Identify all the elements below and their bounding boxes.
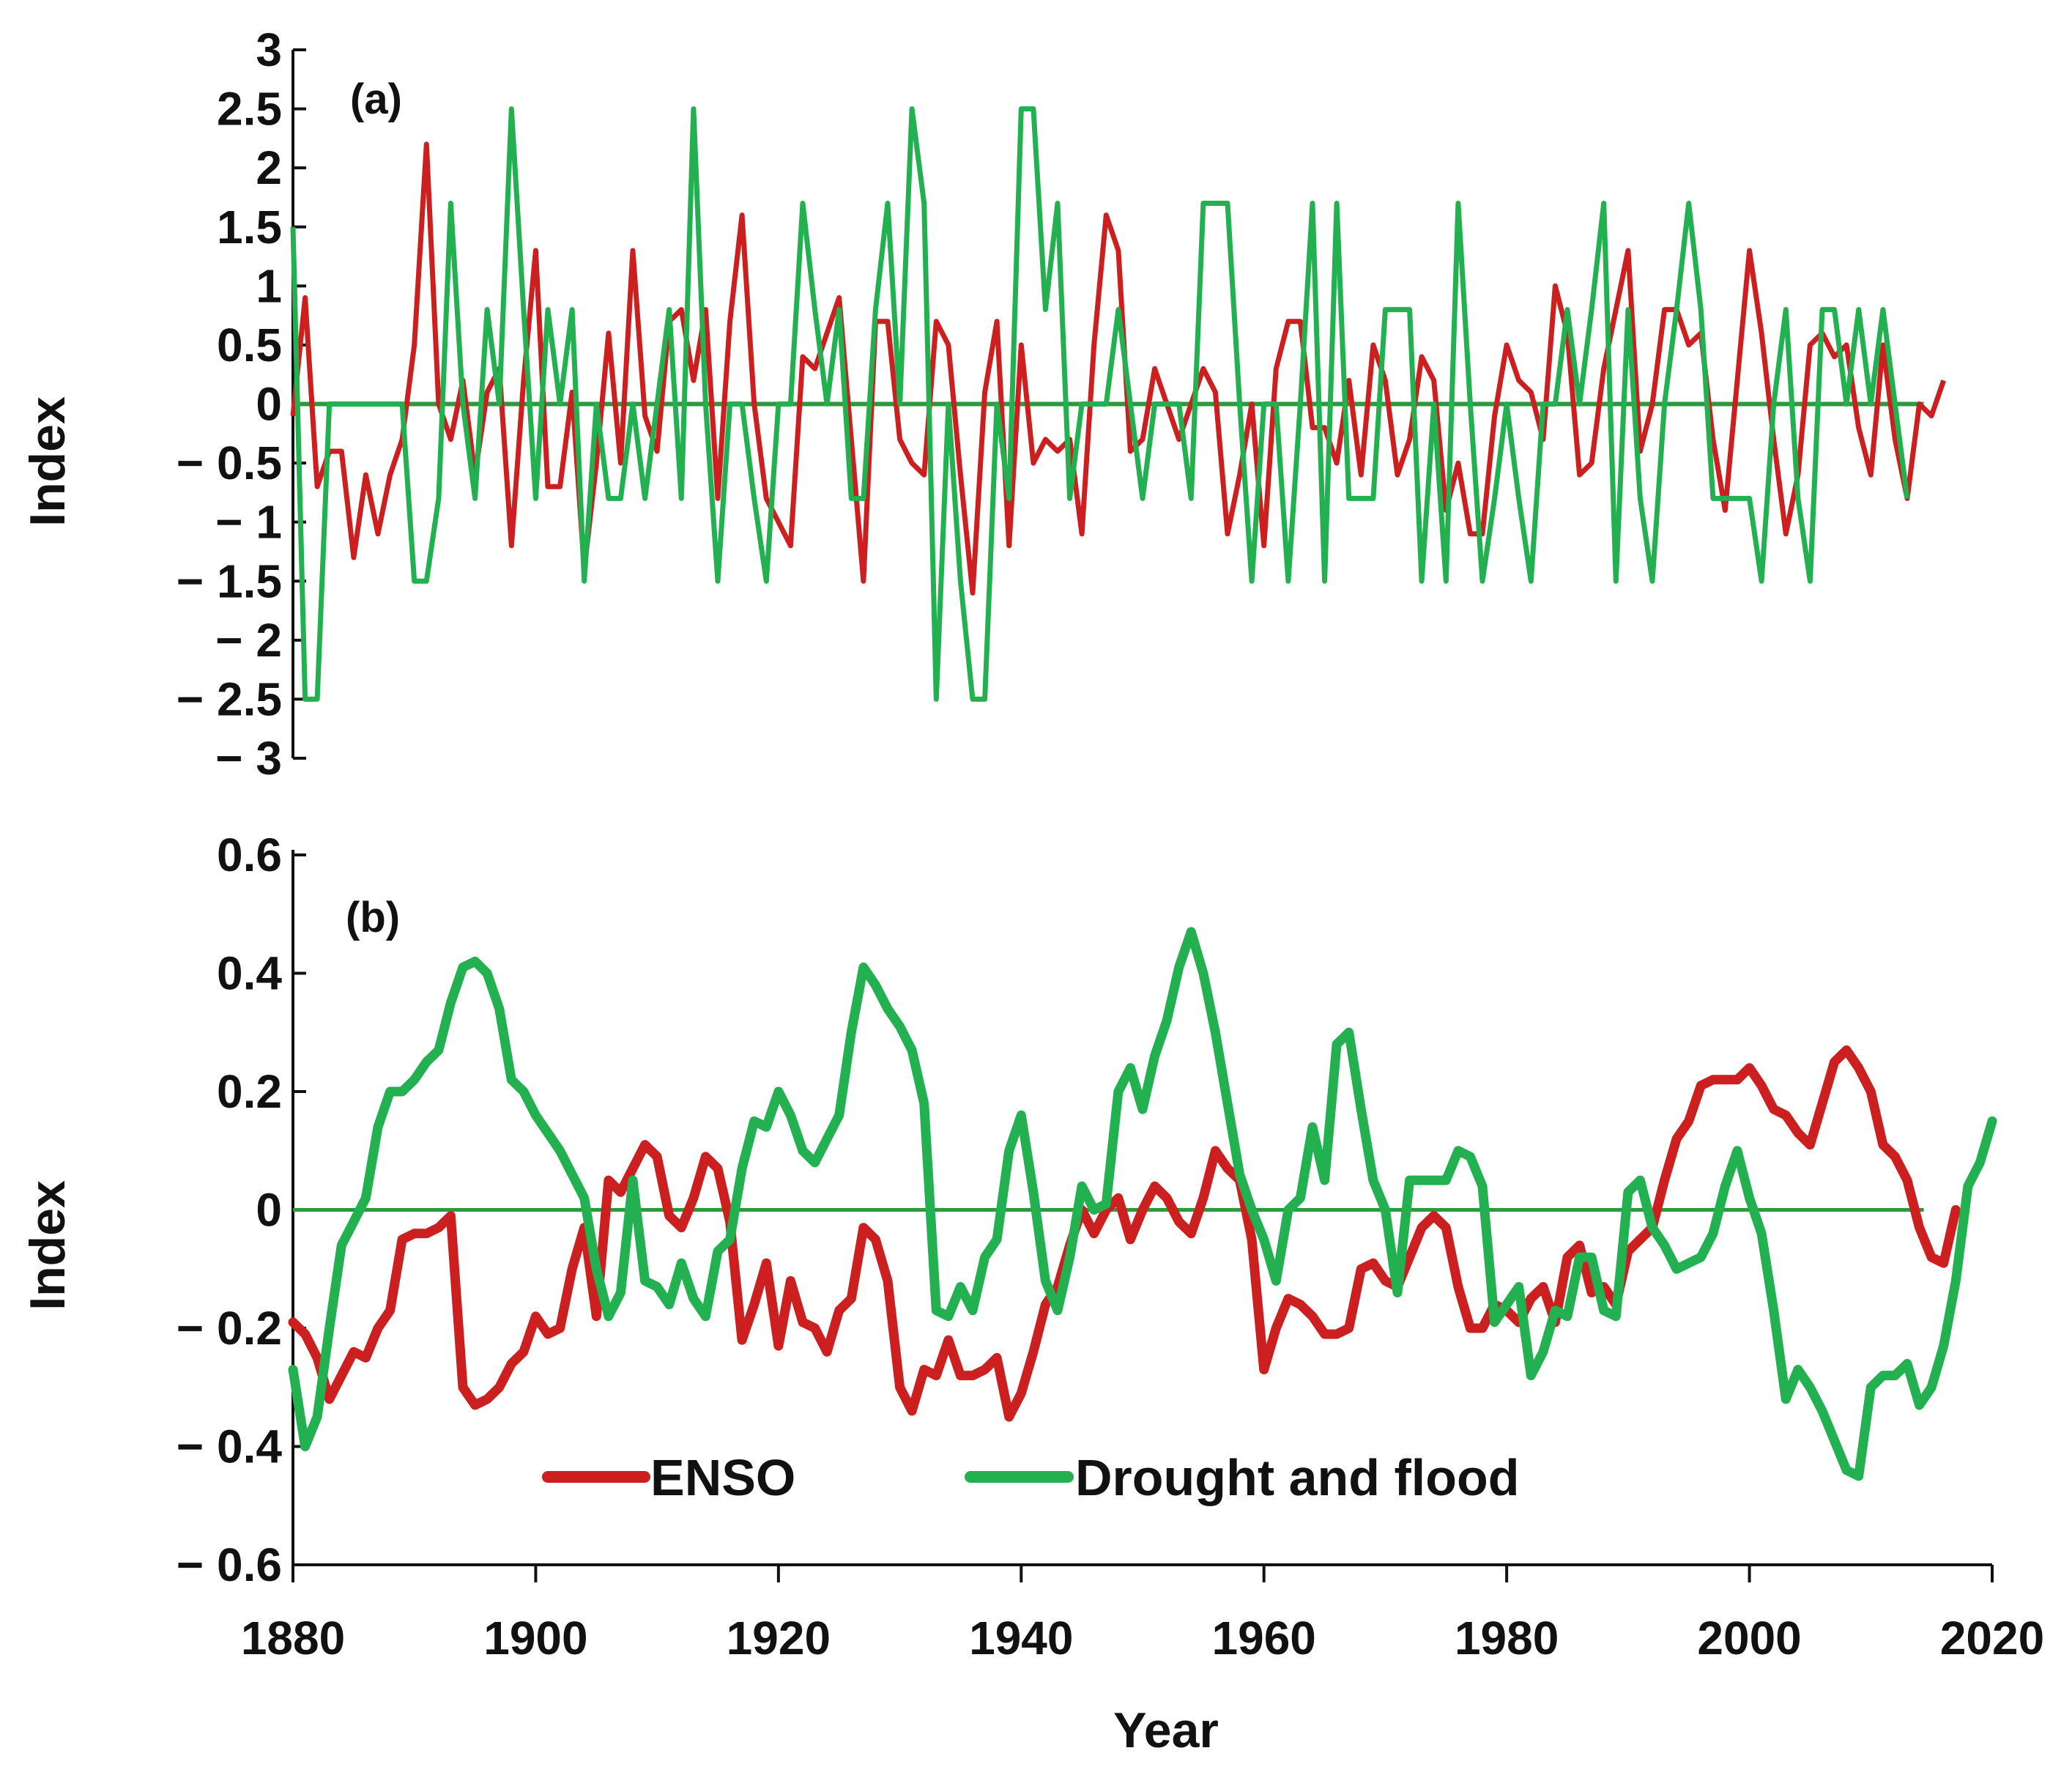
panel-a: − 3 − 2.5 − 2 − 1.5 − 1 − 0.5 0 0.5 1 1.5 22.5 3 (a… [20,23,1947,785]
legend: ENSO Drought and flood [542,1449,1520,1506]
x-tick-label: 1920 [727,1612,831,1664]
x-tick-label: 1960 [1212,1612,1316,1664]
panel-a-drought-flood-line [290,106,1910,702]
panel-a-enso-line [290,141,1947,596]
y-tick-label: 2.5 [217,83,282,136]
y-tick-label: 3 [256,23,282,76]
x-tick-label: 1940 [969,1612,1073,1664]
x-axis-title: Year [1113,1703,1219,1758]
y-tick-label: − 2.5 [177,673,282,725]
y-tick-label: − 0.5 [177,437,282,489]
y-tick-label: 0.2 [217,1065,282,1118]
panel-a-y-ticks: − 3 − 2.5 − 2 − 1.5 − 1 − 0.5 0 0.5 1 1.5 22.5 3 [177,23,306,785]
x-tick-label: 1980 [1455,1612,1559,1664]
y-tick-label: 0 [256,1184,282,1237]
y-tick-label: 0.4 [217,947,282,1000]
x-ticks: 1880 1900 1920 1940 1960 1980 2000 2020 [241,1565,2044,1664]
panel-b-label: (b) [346,894,400,941]
y-tick-label: − 1 [215,496,282,549]
panel-b-y-ticks: − 0.6 − 0.4 − 0.2 0 0.2 0.4 0.6 [177,829,306,1591]
y-tick-label: 0.6 [217,829,282,881]
y-tick-label: 1 [256,259,282,312]
panel-b-drought-flood-line [288,927,1997,1481]
x-tick-label: 1880 [241,1612,345,1664]
y-tick-label: − 0.6 [177,1538,282,1591]
legend-enso-label: ENSO [650,1449,795,1506]
x-tick-label: 2000 [1697,1612,1801,1664]
panel-b-y-axis-title: Index [20,1180,75,1311]
legend-drought-flood-label: Drought and flood [1075,1449,1520,1506]
panel-a-y-axis-title: Index [20,396,75,527]
panel-a-label: (a) [350,75,402,123]
x-tick-label: 2020 [1940,1612,2044,1664]
y-tick-label: − 1.5 [177,555,282,607]
panel-b-enso-line [288,1045,1961,1422]
y-tick-label: 1.5 [217,201,282,253]
panel-b: − 0.6 − 0.4 − 0.2 0 0.2 0.4 0.6 1880 1900 1920 19… [20,829,2044,1758]
y-tick-label: − 3 [215,732,282,785]
y-tick-label: 2 [256,141,282,194]
y-tick-label: 0.5 [217,319,282,371]
x-tick-label: 1900 [483,1612,587,1664]
y-tick-label: − 0.2 [177,1302,282,1355]
y-tick-label: − 0.4 [177,1420,283,1473]
y-tick-label: − 2 [215,614,282,667]
y-tick-label: 0 [256,378,282,431]
